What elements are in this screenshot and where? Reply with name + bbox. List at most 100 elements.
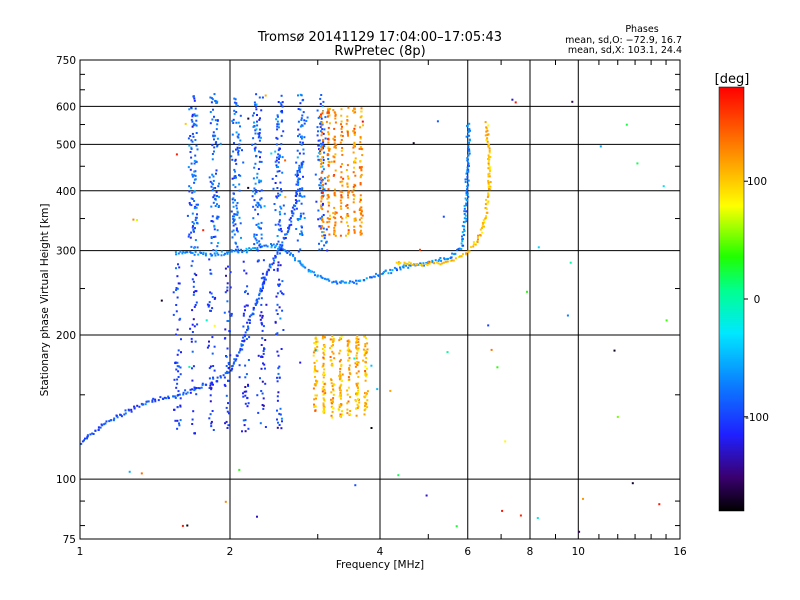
point bbox=[271, 177, 274, 180]
point bbox=[359, 160, 362, 163]
point bbox=[352, 171, 355, 174]
point bbox=[361, 214, 364, 217]
point bbox=[254, 302, 257, 305]
point bbox=[270, 246, 273, 249]
point bbox=[175, 287, 178, 289]
point bbox=[236, 148, 239, 151]
point bbox=[320, 94, 323, 96]
point bbox=[364, 408, 367, 410]
point bbox=[476, 241, 479, 243]
point bbox=[180, 338, 182, 341]
point bbox=[339, 180, 342, 183]
point bbox=[347, 194, 349, 197]
point bbox=[346, 164, 349, 167]
point bbox=[278, 376, 281, 379]
point bbox=[321, 218, 323, 221]
point bbox=[321, 390, 324, 393]
point bbox=[346, 115, 349, 118]
point bbox=[467, 170, 470, 173]
point bbox=[487, 186, 490, 188]
point bbox=[314, 343, 317, 345]
point bbox=[257, 354, 260, 357]
point bbox=[191, 221, 194, 223]
point bbox=[345, 216, 348, 219]
point bbox=[202, 251, 205, 254]
point bbox=[355, 400, 358, 403]
point bbox=[256, 120, 258, 123]
point bbox=[296, 172, 299, 174]
point bbox=[258, 118, 261, 121]
point bbox=[248, 336, 251, 339]
point bbox=[182, 391, 185, 394]
point bbox=[237, 248, 240, 251]
point bbox=[291, 206, 294, 209]
point bbox=[193, 253, 196, 256]
point bbox=[318, 152, 321, 154]
point bbox=[192, 285, 195, 288]
point bbox=[319, 130, 322, 133]
point bbox=[242, 392, 244, 395]
point bbox=[360, 209, 363, 212]
point bbox=[460, 255, 463, 258]
point bbox=[176, 296, 179, 299]
point bbox=[317, 130, 319, 133]
point bbox=[219, 376, 222, 379]
y-tick-label: 600 bbox=[56, 101, 76, 113]
point bbox=[285, 250, 288, 253]
point bbox=[179, 366, 182, 369]
point bbox=[193, 389, 196, 392]
point bbox=[253, 243, 256, 246]
point bbox=[235, 102, 238, 105]
point bbox=[321, 215, 324, 218]
point bbox=[248, 247, 251, 250]
point bbox=[189, 236, 192, 239]
point bbox=[275, 164, 278, 167]
point bbox=[441, 262, 444, 265]
point bbox=[290, 220, 293, 223]
point bbox=[323, 177, 326, 180]
point bbox=[407, 266, 410, 269]
point bbox=[332, 137, 335, 140]
point bbox=[348, 340, 351, 343]
point bbox=[265, 272, 268, 275]
point bbox=[255, 248, 258, 251]
point bbox=[320, 123, 322, 126]
point bbox=[256, 114, 258, 116]
point bbox=[322, 132, 325, 135]
point bbox=[322, 403, 325, 406]
point bbox=[485, 215, 488, 218]
point bbox=[239, 174, 242, 177]
point bbox=[439, 257, 442, 259]
point bbox=[263, 280, 266, 283]
point bbox=[186, 251, 189, 254]
point bbox=[414, 263, 417, 266]
point bbox=[464, 214, 467, 217]
point bbox=[242, 161, 245, 164]
point bbox=[228, 251, 230, 254]
point bbox=[285, 233, 288, 236]
point bbox=[242, 419, 245, 422]
point bbox=[263, 278, 266, 281]
point bbox=[280, 230, 283, 233]
point bbox=[438, 258, 441, 261]
point bbox=[216, 215, 219, 218]
point bbox=[238, 183, 241, 186]
point bbox=[232, 218, 235, 220]
point bbox=[327, 109, 330, 112]
point bbox=[271, 263, 274, 266]
point bbox=[212, 201, 215, 204]
point bbox=[210, 242, 213, 245]
point bbox=[242, 314, 245, 317]
point bbox=[241, 149, 243, 152]
point bbox=[174, 251, 177, 253]
point bbox=[355, 357, 358, 360]
point bbox=[258, 160, 261, 163]
point bbox=[186, 214, 189, 217]
point bbox=[412, 142, 415, 145]
point bbox=[247, 359, 250, 361]
point bbox=[261, 272, 264, 275]
point bbox=[261, 329, 264, 332]
point bbox=[365, 402, 368, 405]
point bbox=[234, 241, 237, 244]
point bbox=[327, 204, 330, 207]
